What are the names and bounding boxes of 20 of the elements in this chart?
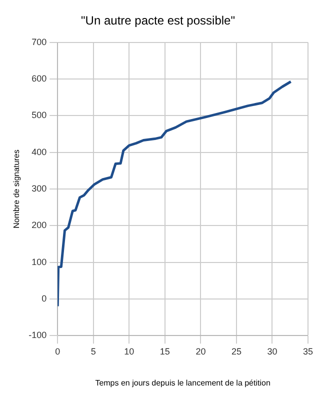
y-tick-label: 0: [42, 293, 47, 304]
y-axis-title: Nombre de signatures: [12, 150, 22, 228]
y-tick-label: 400: [32, 146, 47, 157]
x-tick-label: 15: [160, 346, 170, 356]
x-tick-label: 20: [196, 346, 206, 356]
y-tick-label: 500: [32, 110, 47, 120]
y-tick-label: -100: [28, 330, 47, 340]
y-tick-label: 100: [32, 256, 47, 267]
y-tick-label: 200: [32, 220, 47, 230]
y-tick-label: 300: [32, 183, 47, 194]
y-tick-label: 600: [32, 74, 47, 84]
x-tick-label: 10: [124, 346, 134, 356]
x-tick-label: 5: [90, 346, 96, 356]
x-axis-title: Temps en jours depuis le lancement de la pétition: [95, 378, 270, 388]
x-tick-label: 0: [55, 346, 60, 356]
y-tick-label: 700: [32, 36, 47, 47]
chart-title: "Un autre pacte est possible": [81, 14, 235, 28]
x-tick-label: 30: [267, 346, 278, 356]
x-tick-label: 35: [302, 346, 313, 356]
x-tick-label: 25: [231, 346, 242, 356]
